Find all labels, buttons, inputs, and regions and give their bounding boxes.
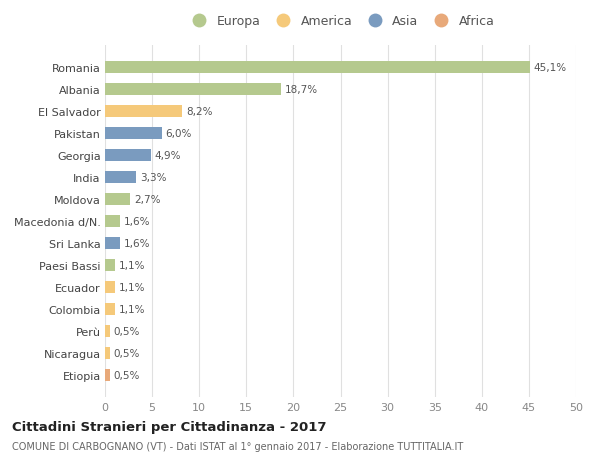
Bar — [105, 281, 115, 293]
Bar — [105, 259, 115, 271]
Legend: Europa, America, Asia, Africa: Europa, America, Asia, Africa — [182, 10, 499, 33]
Text: 1,1%: 1,1% — [119, 282, 146, 292]
Bar — [105, 237, 120, 249]
Text: 0,5%: 0,5% — [113, 326, 140, 336]
Bar — [105, 62, 530, 74]
Text: 1,6%: 1,6% — [124, 238, 151, 248]
Bar — [105, 106, 182, 118]
Text: 0,5%: 0,5% — [113, 370, 140, 380]
Bar — [105, 128, 161, 140]
Bar — [105, 172, 136, 184]
Bar — [105, 84, 281, 96]
Text: 45,1%: 45,1% — [533, 63, 567, 73]
Text: 1,6%: 1,6% — [124, 217, 151, 226]
Bar — [105, 369, 110, 381]
Text: 18,7%: 18,7% — [285, 85, 318, 95]
Bar — [105, 303, 115, 315]
Text: 2,7%: 2,7% — [134, 195, 161, 205]
Bar — [105, 194, 130, 206]
Text: Cittadini Stranieri per Cittadinanza - 2017: Cittadini Stranieri per Cittadinanza - 2… — [12, 420, 326, 433]
Text: 3,3%: 3,3% — [140, 173, 166, 183]
Bar — [105, 347, 110, 359]
Text: 6,0%: 6,0% — [165, 129, 191, 139]
Text: 4,9%: 4,9% — [155, 151, 181, 161]
Bar — [105, 325, 110, 337]
Bar — [105, 215, 120, 228]
Bar — [105, 150, 151, 162]
Text: 8,2%: 8,2% — [186, 107, 212, 117]
Text: 1,1%: 1,1% — [119, 304, 146, 314]
Text: 0,5%: 0,5% — [113, 348, 140, 358]
Text: COMUNE DI CARBOGNANO (VT) - Dati ISTAT al 1° gennaio 2017 - Elaborazione TUTTITA: COMUNE DI CARBOGNANO (VT) - Dati ISTAT a… — [12, 441, 463, 451]
Text: 1,1%: 1,1% — [119, 260, 146, 270]
